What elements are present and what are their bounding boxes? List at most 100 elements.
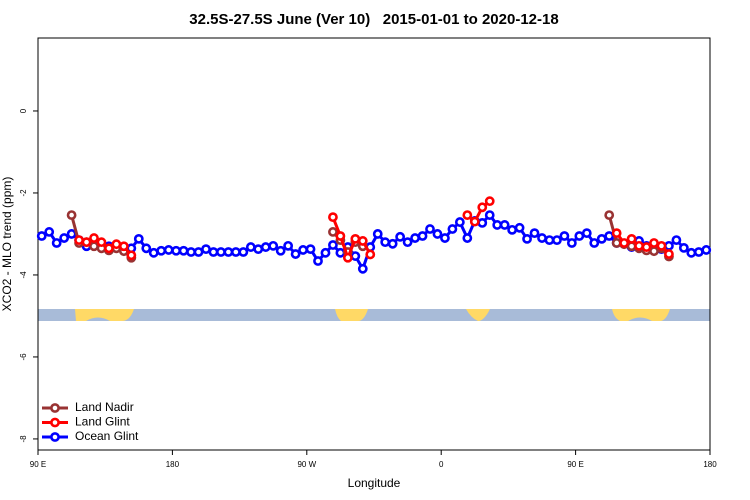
data-point (118, 241, 129, 252)
data-point (357, 236, 368, 246)
data-point (529, 228, 540, 239)
data-point (328, 212, 338, 223)
data-point (656, 240, 667, 251)
data-point (66, 229, 77, 239)
data-point (619, 238, 630, 248)
data-point (335, 247, 346, 258)
data-point (328, 240, 338, 250)
data-point (186, 247, 196, 257)
data-point (626, 233, 637, 244)
data-point (552, 235, 562, 246)
data-point (208, 247, 219, 257)
data-point (387, 238, 398, 249)
data-point (604, 231, 615, 241)
data-point (305, 244, 316, 255)
data-point (395, 231, 406, 242)
data-point (36, 231, 47, 241)
data-point (693, 247, 704, 257)
data-point (313, 256, 323, 266)
data-point (141, 243, 152, 254)
x-tick-label: 180 (166, 460, 180, 469)
data-point (596, 233, 607, 244)
data-point (507, 224, 518, 235)
x-axis-label: Longitude (348, 476, 401, 490)
legend-label: Land Glint (75, 415, 130, 429)
data-point (193, 247, 204, 257)
data-point (171, 245, 182, 256)
data-point (589, 238, 600, 248)
data-point (484, 210, 495, 220)
data-point (432, 229, 443, 239)
data-point (634, 240, 644, 251)
data-point (649, 246, 659, 257)
data-point (81, 237, 92, 248)
data-point (440, 233, 450, 243)
y-axis-label: XCO2 - MLO trend (ppm) (0, 177, 14, 312)
x-tick-label: 180 (703, 460, 717, 469)
data-point (350, 251, 361, 261)
data-point (163, 245, 174, 255)
data-point (230, 247, 241, 257)
data-point (104, 243, 114, 254)
data-point (365, 249, 376, 260)
data-point (686, 247, 697, 258)
data-point (514, 222, 525, 233)
land-band (75, 309, 134, 321)
data-point (447, 224, 458, 234)
data-point (559, 231, 570, 241)
data-point (372, 229, 383, 239)
data-point (89, 233, 99, 243)
data-point (469, 216, 480, 227)
chart-title: 32.5S-27.5S June (Ver 10) 2015-01-01 to … (189, 11, 558, 28)
data-point (59, 233, 70, 243)
data-point (425, 224, 435, 234)
data-point (581, 228, 592, 239)
data-point (133, 233, 144, 244)
y-tick-label: -2 (19, 189, 28, 197)
data-point (111, 239, 122, 250)
data-point (410, 233, 420, 243)
data-point (44, 227, 55, 237)
ocean-band (628, 317, 652, 321)
data-point (126, 250, 137, 261)
data-point (701, 245, 712, 255)
data-point (574, 231, 585, 241)
data-point (216, 247, 226, 257)
data-point (245, 242, 256, 252)
legend-marker (50, 417, 60, 428)
data-point (462, 233, 473, 243)
data-point (499, 220, 510, 230)
data-point (51, 238, 62, 248)
data-point (492, 220, 503, 230)
data-point (66, 210, 77, 220)
data-point (342, 252, 353, 263)
y-tick-label: -4 (19, 271, 28, 279)
ocean-band (86, 317, 110, 321)
data-point (484, 196, 495, 207)
data-point (156, 245, 167, 256)
x-tick-label: 90 E (30, 460, 46, 469)
data-point (649, 238, 659, 248)
data-point (283, 240, 294, 251)
data-point (417, 231, 428, 241)
data-point (223, 247, 234, 257)
data-point (290, 249, 301, 259)
data-point (96, 237, 107, 248)
data-point (402, 237, 413, 248)
data-point (89, 241, 99, 252)
data-point (641, 242, 652, 252)
surface-band (38, 309, 710, 321)
land-band (466, 309, 490, 321)
legend-marker (50, 403, 60, 413)
legend-label: Ocean Glint (75, 429, 139, 443)
data-point (253, 244, 264, 255)
data-point (178, 245, 189, 256)
data-point (74, 235, 84, 246)
data-point (357, 263, 368, 274)
x-tick-label: 0 (439, 460, 444, 469)
x-tick-label: 90 W (297, 460, 316, 469)
legend-label: Land Nadir (75, 400, 134, 414)
data-point (201, 244, 211, 255)
data-point (477, 217, 488, 228)
